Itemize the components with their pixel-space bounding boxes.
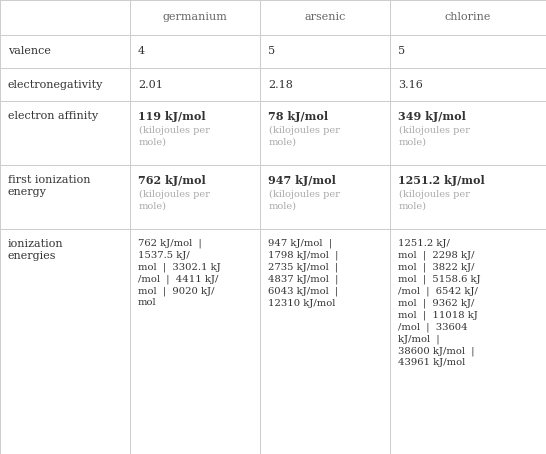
Text: (kilojoules per
mole): (kilojoules per mole) [399,190,470,211]
Text: (kilojoules per
mole): (kilojoules per mole) [269,126,340,147]
Text: 349 kJ/mol: 349 kJ/mol [398,111,466,122]
Text: 762 kJ/mol: 762 kJ/mol [138,175,206,186]
Text: electronegativity: electronegativity [8,79,103,89]
Text: 947 kJ/mol  |
1798 kJ/mol  |
2735 kJ/mol  |
4837 kJ/mol  |
6043 kJ/mol  |
12310 : 947 kJ/mol | 1798 kJ/mol | 2735 kJ/mol |… [268,239,339,308]
Text: 78 kJ/mol: 78 kJ/mol [268,111,328,122]
Text: electron affinity: electron affinity [8,111,98,121]
Text: 2.01: 2.01 [138,79,163,89]
Text: 5: 5 [398,46,405,56]
Text: 3.16: 3.16 [398,79,423,89]
Text: (kilojoules per
mole): (kilojoules per mole) [139,190,210,211]
Text: 762 kJ/mol  |
1537.5 kJ/
mol  |  3302.1 kJ
/mol  |  4411 kJ/
mol  |  9020 kJ/
mo: 762 kJ/mol | 1537.5 kJ/ mol | 3302.1 kJ … [138,239,221,307]
Text: 5: 5 [268,46,275,56]
Text: chlorine: chlorine [445,13,491,23]
Text: (kilojoules per
mole): (kilojoules per mole) [139,126,210,147]
Text: (kilojoules per
mole): (kilojoules per mole) [269,190,340,211]
Text: germanium: germanium [163,13,228,23]
Text: (kilojoules per
mole): (kilojoules per mole) [399,126,470,147]
Text: 1251.2 kJ/mol: 1251.2 kJ/mol [398,175,485,186]
Text: 1251.2 kJ/
mol  |  2298 kJ/
mol  |  3822 kJ/
mol  |  5158.6 kJ
/mol  |  6542 kJ/: 1251.2 kJ/ mol | 2298 kJ/ mol | 3822 kJ/… [398,239,480,367]
Text: 119 kJ/mol: 119 kJ/mol [138,111,206,122]
Text: 947 kJ/mol: 947 kJ/mol [268,175,336,186]
Text: valence: valence [8,46,51,56]
Text: 4: 4 [138,46,145,56]
Text: ionization
energies: ionization energies [8,239,64,262]
Text: 2.18: 2.18 [268,79,293,89]
Text: first ionization
energy: first ionization energy [8,175,91,197]
Text: arsenic: arsenic [304,13,346,23]
